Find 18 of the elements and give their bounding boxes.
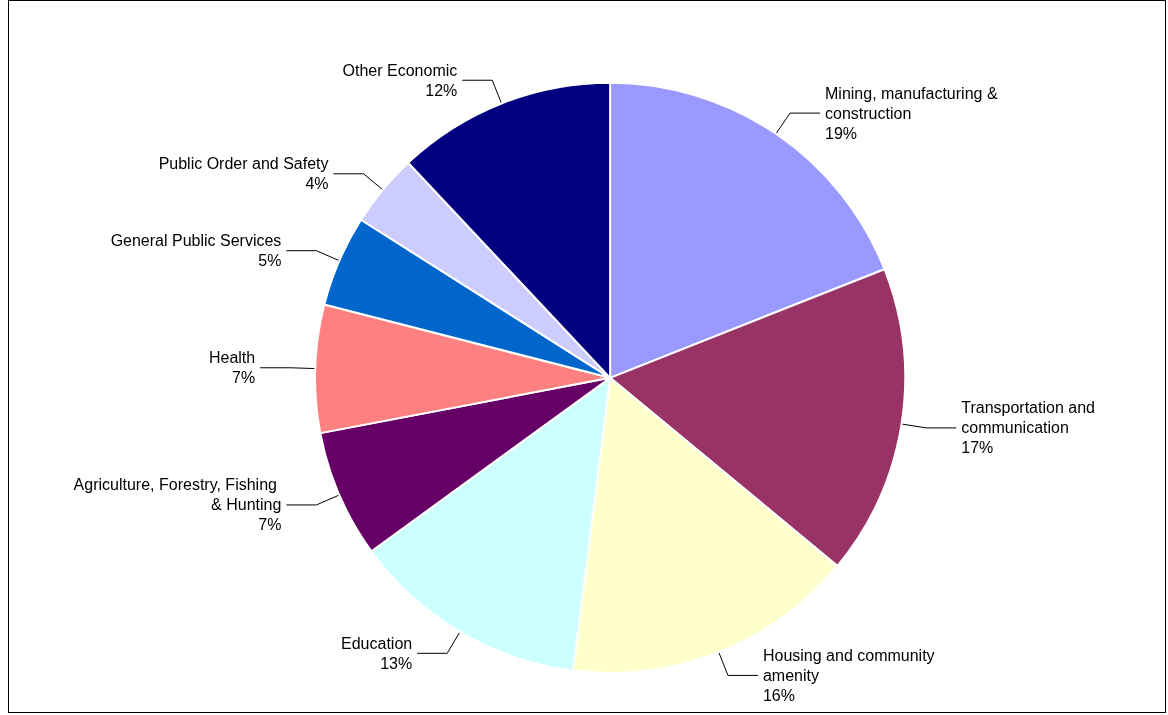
- slice-label: Transportation and communication: [961, 399, 1100, 437]
- slice-label: Mining, manufacturing & construction: [825, 84, 1003, 122]
- slice-label: General Public Services: [110, 232, 282, 250]
- data-label: 5%: [258, 252, 282, 270]
- slice-label: Public Order and Safety: [158, 155, 329, 173]
- slice-label: Other Economic: [342, 61, 458, 79]
- data-label: 12%: [425, 81, 458, 99]
- slice-label: Education: [341, 634, 413, 652]
- slice-label: Health: [208, 349, 256, 367]
- data-label: 7%: [258, 516, 282, 534]
- data-label: 7%: [232, 369, 256, 387]
- data-label: 17%: [961, 439, 994, 457]
- data-label: 19%: [825, 124, 858, 142]
- slice-label: Agriculture, Forestry, Fishing & Hunting: [73, 476, 282, 514]
- data-label: 16%: [762, 686, 795, 704]
- data-label: 13%: [380, 654, 413, 672]
- data-label: 4%: [305, 175, 329, 193]
- slice-label: Housing and community amenity: [762, 646, 940, 684]
